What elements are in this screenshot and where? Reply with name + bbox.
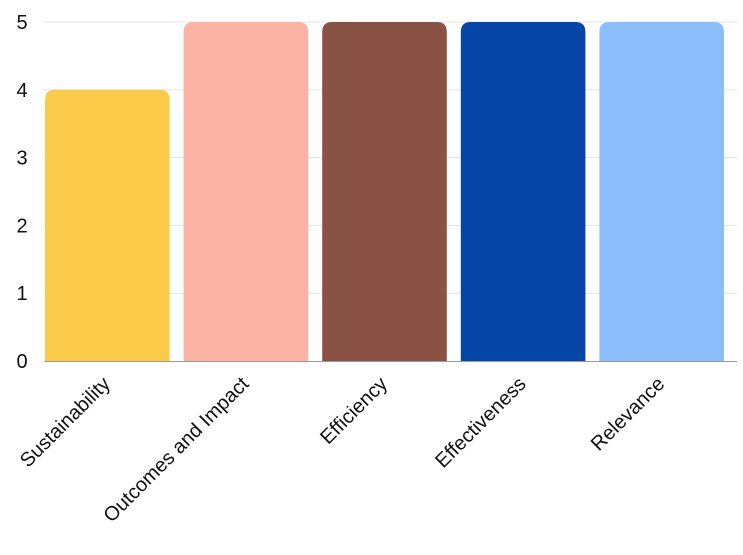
x-tick-label: Effectiveness — [431, 373, 530, 472]
bar-sustainability — [45, 89, 170, 362]
x-tick-label: Outcomes and Impact — [100, 373, 254, 527]
y-tick-label: 0 — [16, 351, 27, 373]
bar-relevance — [599, 22, 724, 361]
y-tick-label: 2 — [16, 215, 27, 237]
bars — [45, 22, 724, 362]
bar-outcomes-and-impact — [183, 22, 309, 361]
y-tick-label: 4 — [16, 80, 27, 102]
y-tick-label: 1 — [16, 283, 27, 305]
y-tick-label: 5 — [16, 12, 27, 34]
bar-efficiency — [322, 22, 447, 361]
y-tick-labels: 0 1 2 3 4 5 — [16, 12, 27, 373]
y-tick-label: 3 — [16, 148, 27, 170]
bar-effectiveness — [460, 22, 586, 361]
x-tick-label: Sustainability — [16, 373, 115, 472]
x-tick-label: Relevance — [587, 373, 669, 455]
x-tick-label: Efficiency — [316, 373, 392, 449]
